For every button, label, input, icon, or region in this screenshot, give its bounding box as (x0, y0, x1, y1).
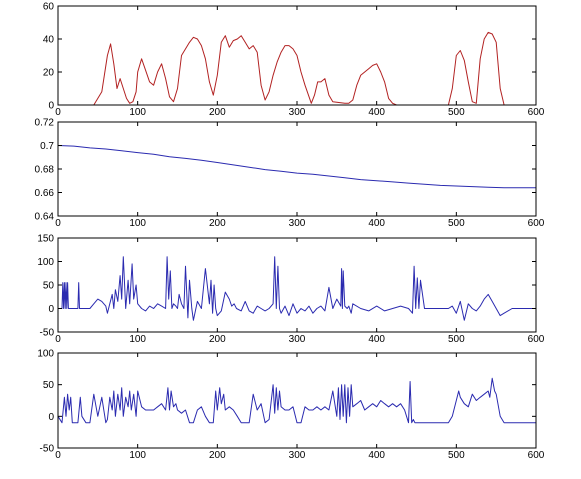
y-tick-label: -50 (40, 444, 55, 455)
x-tick-label: 500 (448, 334, 465, 345)
x-tick-label: 500 (448, 450, 465, 461)
x-tick-label: 300 (289, 334, 306, 345)
series-line-3 (58, 256, 536, 321)
x-tick-label: 0 (55, 218, 61, 229)
y-tick-label: 20 (43, 68, 55, 79)
y-tick-label: 0 (48, 304, 54, 315)
x-tick-label: 0 (55, 334, 61, 345)
y-tick-label: -50 (40, 328, 55, 339)
x-tick-label: 400 (368, 334, 385, 345)
x-tick-label: 200 (209, 450, 226, 461)
x-tick-label: 600 (528, 218, 545, 229)
x-tick-label: 200 (209, 107, 226, 118)
y-tick-label: 40 (43, 35, 55, 46)
y-tick-label: 0.72 (35, 118, 55, 129)
subplot-1: 0 100 200 300 400 500 600 0 20 40 60 (43, 2, 545, 119)
series-line-2 (57, 145, 536, 189)
subplot-2: 0 100 200 300 400 500 600 0.64 0.66 0.68 0.7 0.72 (35, 118, 545, 230)
series-line-1 (58, 31, 536, 106)
y-tick-label: 60 (43, 2, 55, 13)
y-tick-label: 150 (37, 234, 54, 245)
y-tick-label: 100 (37, 257, 54, 268)
x-tick-label: 0 (55, 450, 61, 461)
x-tick-label: 100 (129, 334, 146, 345)
y-tick-label: 100 (37, 349, 54, 360)
y-tick-label: 0.68 (35, 165, 55, 176)
y-tick-label: 50 (43, 380, 55, 391)
x-tick-label: 0 (55, 107, 61, 118)
y-tick-label: 0.64 (35, 212, 55, 223)
y-tick-label: 50 (43, 281, 55, 292)
x-tick-label: 300 (289, 450, 306, 461)
x-tick-label: 100 (129, 218, 146, 229)
x-tick-label: 100 (129, 107, 146, 118)
x-tick-label: 300 (289, 107, 306, 118)
y-tick-label: 0 (48, 101, 54, 112)
x-tick-label: 600 (528, 107, 545, 118)
x-tick-label: 600 (528, 450, 545, 461)
x-tick-label: 600 (528, 334, 545, 345)
x-tick-label: 200 (209, 334, 226, 345)
x-tick-label: 400 (368, 107, 385, 118)
x-tick-label: 400 (368, 218, 385, 229)
y-tick-label: 0.66 (35, 188, 55, 199)
series-line-4 (57, 377, 536, 424)
y-tick-label: 0 (48, 412, 54, 423)
x-tick-label: 500 (448, 107, 465, 118)
x-tick-label: 300 (289, 218, 306, 229)
x-tick-label: 200 (209, 218, 226, 229)
x-tick-label: 100 (129, 450, 146, 461)
x-tick-label: 400 (368, 450, 385, 461)
y-tick-label: 0.7 (40, 141, 54, 152)
x-tick-label: 500 (448, 218, 465, 229)
